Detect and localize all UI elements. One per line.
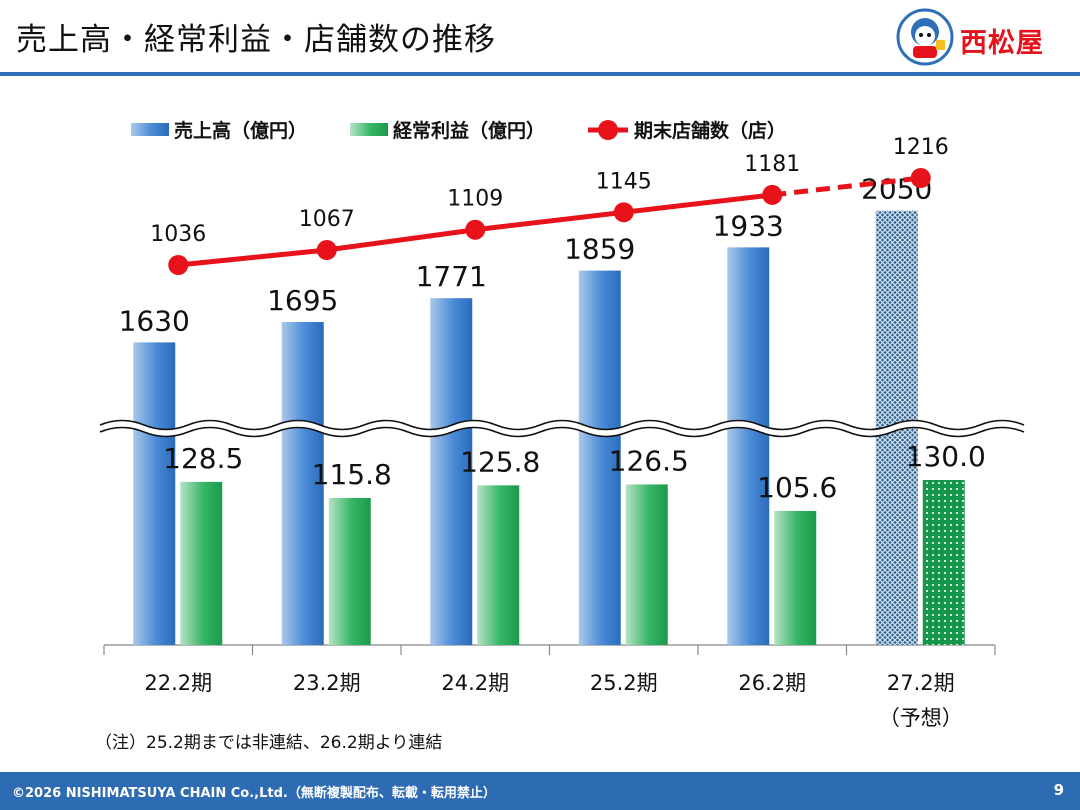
legend-profit-label: 経常利益（億円） (393, 119, 545, 142)
mascot-logo-icon (896, 8, 954, 66)
profit-value-label: 126.5 (609, 444, 689, 477)
profit-bar (625, 484, 668, 645)
store-count-label: 1036 (150, 222, 206, 247)
sales-value-label: 1771 (416, 260, 487, 293)
page-number: 9 (1053, 781, 1064, 799)
store-count-label: 1145 (596, 169, 652, 194)
legend-stores-marker (598, 120, 618, 140)
store-count-line-segment (474, 209, 625, 233)
axis-break-line (99, 426, 1025, 438)
profit-value-label: 125.8 (460, 445, 540, 478)
store-count-line-segment (771, 175, 922, 198)
store-count-label: 1067 (299, 207, 355, 232)
store-count-point (316, 240, 337, 261)
axis-break-line (99, 419, 1025, 431)
store-count-point (168, 255, 189, 275)
profit-bar (180, 481, 223, 645)
profit-value-label: 128.5 (163, 442, 243, 475)
company-logo: 西松屋 (896, 8, 1066, 66)
footer-copyright: ©2026 NISHIMATSUYA CHAIN Co.,Ltd.（無断複製配布… (12, 786, 496, 801)
category-label: 27.2期 (887, 671, 955, 695)
profit-bar (477, 485, 520, 645)
store-count-label: 1181 (744, 152, 800, 177)
store-count-label: 1109 (447, 187, 503, 212)
sales-value-label: 1630 (119, 304, 190, 337)
profit-bar (774, 510, 817, 645)
profit-value-label: 115.8 (312, 458, 392, 491)
sales-bar (133, 342, 176, 645)
store-count-line-segment (177, 247, 328, 268)
legend-sales-label: 売上高（億円） (174, 119, 307, 142)
axis-break-band (100, 420, 1024, 437)
sales-value-label: 1695 (267, 284, 338, 317)
store-count-label: 1216 (893, 135, 949, 160)
category-label: 25.2期 (590, 671, 658, 695)
store-count-point (762, 184, 783, 205)
category-label: 26.2期 (738, 671, 806, 695)
category-label: 24.2期 (441, 671, 509, 695)
sales-value-label: 1933 (713, 209, 784, 242)
legend-profit-swatch (350, 123, 388, 136)
page-title: 売上高・経常利益・店舗数の推移 (16, 22, 496, 58)
sales-value-label: 1859 (564, 233, 635, 266)
profit-value-label: 105.6 (757, 471, 837, 504)
sales-bar (281, 322, 324, 645)
sales-bar (727, 247, 770, 646)
profit-value-label: 130.0 (906, 440, 986, 473)
store-count-point (465, 219, 486, 240)
store-count-point (910, 168, 931, 188)
legend-sales-swatch (131, 123, 169, 136)
footer-bar: ©2026 NISHIMATSUYA CHAIN Co.,Ltd.（無断複製配布… (0, 772, 1080, 810)
sales-profit-stores-chart: 1630 128.5 22.2期 1695 115.8 23.2期 1771 125.8 24.… (99, 119, 1025, 730)
store-count-point (613, 202, 634, 223)
profit-bar (328, 498, 371, 645)
sales-bar (430, 298, 473, 645)
category-label: 23.2期 (293, 671, 361, 695)
legend-stores-label: 期末店舗数（店） (634, 119, 786, 142)
store-count-line-segment (326, 227, 476, 253)
store-count-line-segment (623, 192, 773, 215)
title-bar: 売上高・経常利益・店舗数の推移 西松屋 (0, 0, 1080, 78)
sales-bar (578, 270, 621, 645)
title-underline (0, 72, 1080, 76)
logo-text: 西松屋 (960, 28, 1044, 59)
category-sublabel: （予想） (879, 706, 963, 730)
chart-note: （注）25.2期までは非連結、26.2期より連結 (95, 733, 443, 753)
category-label: 22.2期 (144, 671, 212, 695)
profit-bar (922, 480, 965, 645)
